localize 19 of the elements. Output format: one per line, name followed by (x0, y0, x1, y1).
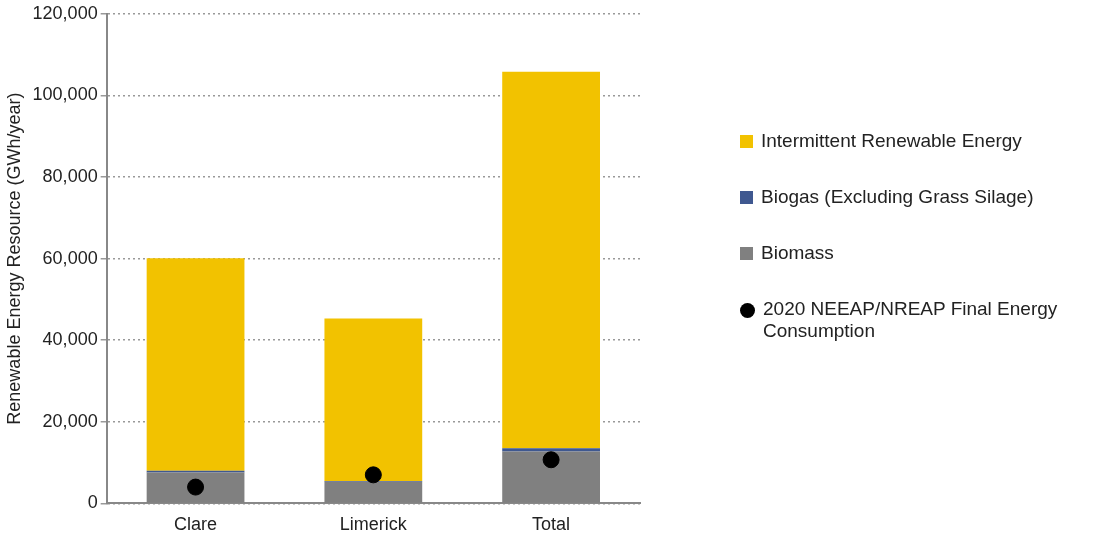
legend-label: Biomass (761, 242, 834, 264)
bar (502, 448, 600, 452)
y-tick-label: 40,000 (42, 329, 98, 350)
x-tick-label: Total (532, 514, 571, 535)
legend-label: 2020 NEEAP/NREAP Final Energy Consumption (763, 298, 1059, 342)
bar (502, 71, 600, 449)
x-tick-label: Limerick (339, 514, 408, 535)
x-tick-label: Clare (174, 514, 218, 535)
y-tick-label: 20,000 (42, 410, 98, 431)
y-axis-title: Renewable Energy Resource (GWh/year) (3, 92, 24, 425)
bar (324, 318, 423, 481)
y-tick-label: 0 (87, 492, 98, 513)
legend-label: Intermittent Renewable Energy (761, 130, 1022, 152)
legend-label: Biogas (Excluding Grass Silage) (761, 186, 1034, 208)
y-tick-label: 60,000 (42, 247, 98, 268)
y-tick-label: 120,000 (32, 2, 98, 23)
y-tick-label: 100,000 (32, 84, 98, 105)
y-tick-label: 80,000 (42, 165, 98, 186)
bar (146, 258, 245, 471)
